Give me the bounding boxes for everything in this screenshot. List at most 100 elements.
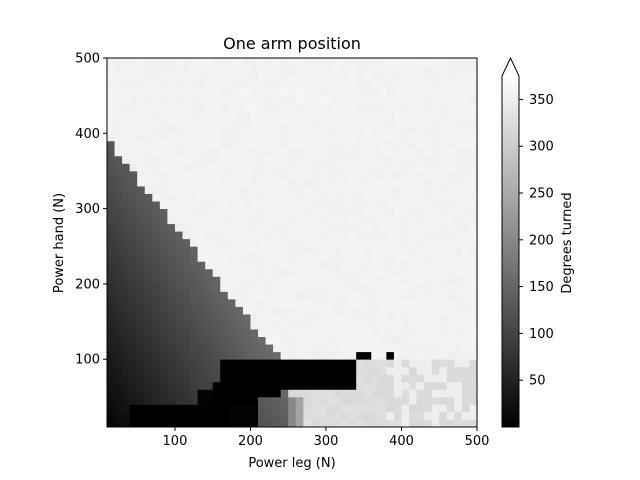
heatmap-cell: [409, 276, 417, 285]
heatmap-cell: [310, 298, 319, 307]
heatmap-cell: [227, 291, 236, 300]
heatmap-cell: [137, 95, 146, 104]
heatmap-cell: [174, 253, 183, 262]
heatmap-cell: [431, 238, 440, 247]
heatmap-cell: [122, 223, 131, 232]
heatmap-cell: [174, 336, 183, 345]
heatmap-cell: [174, 329, 183, 338]
heatmap-cell: [114, 103, 123, 112]
heatmap-cell: [333, 231, 342, 240]
heatmap-cell: [152, 351, 161, 360]
heatmap-cell: [310, 291, 319, 300]
heatmap-cell: [122, 336, 131, 345]
heatmap-cell: [446, 170, 455, 179]
heatmap-cell: [378, 58, 387, 66]
heatmap-cell: [190, 246, 199, 255]
heatmap-cell: [250, 110, 259, 119]
heatmap-cell: [212, 261, 221, 270]
heatmap-cell: [190, 306, 199, 315]
heatmap-cell: [439, 411, 448, 420]
heatmap-cell: [129, 374, 138, 383]
heatmap-cell: [114, 276, 123, 285]
heatmap-cell: [107, 291, 115, 300]
heatmap-cell: [182, 80, 191, 89]
heatmap-cell: [439, 261, 448, 270]
heatmap-cell: [242, 314, 251, 322]
heatmap-cell: [258, 65, 266, 74]
heatmap-cell: [318, 283, 327, 292]
heatmap-cell: [227, 193, 236, 202]
heatmap-cell: [212, 216, 221, 225]
heatmap-cell: [356, 389, 365, 398]
heatmap-cell: [212, 321, 221, 330]
heatmap-cell: [159, 216, 168, 225]
heatmap-cell: [454, 216, 463, 225]
heatmap-cell: [129, 65, 138, 74]
heatmap-cell: [461, 411, 470, 420]
heatmap-cell: [378, 201, 387, 210]
heatmap-cell: [197, 80, 206, 89]
heatmap-cell: [356, 381, 365, 390]
heatmap-cell: [439, 253, 448, 262]
heatmap-cell: [265, 329, 274, 338]
heatmap-cell: [280, 80, 289, 89]
heatmap-cell: [152, 283, 161, 292]
heatmap-cell: [371, 88, 380, 97]
heatmap-cell: [197, 329, 206, 338]
colorbar-tick-label: 350: [529, 93, 554, 108]
heatmap-cell: [197, 231, 206, 240]
heatmap-cell: [205, 148, 214, 157]
heatmap-cell: [386, 223, 395, 232]
heatmap-cell: [288, 351, 297, 360]
heatmap-cell: [258, 261, 266, 270]
heatmap-cell: [250, 223, 259, 232]
heatmap-cell: [273, 246, 282, 255]
heatmap-cell: [212, 163, 221, 172]
heatmap-cell: [371, 216, 380, 225]
heatmap-cell: [159, 351, 168, 360]
heatmap-cell: [190, 186, 199, 194]
heatmap-cell: [416, 306, 425, 315]
heatmap-cell: [258, 223, 266, 232]
heatmap-cell: [439, 314, 448, 322]
heatmap-cell: [356, 58, 365, 66]
heatmap-cell: [371, 186, 380, 194]
heatmap-cell: [454, 73, 463, 81]
heatmap-cell: [280, 298, 289, 307]
heatmap-cell: [242, 148, 251, 157]
heatmap-cell: [333, 283, 342, 292]
heatmap-cell: [122, 148, 131, 157]
heatmap-cell: [401, 298, 410, 307]
heatmap-cell: [303, 118, 312, 127]
heatmap-cell: [333, 306, 342, 315]
heatmap-cell: [424, 95, 433, 104]
heatmap-cell: [273, 359, 282, 368]
heatmap-cell: [174, 246, 183, 255]
heatmap-cell: [371, 110, 380, 119]
heatmap-cell: [265, 133, 274, 142]
heatmap-cell: [295, 193, 304, 202]
heatmap-cell: [439, 208, 448, 217]
heatmap-cell: [288, 374, 297, 383]
heatmap-cell: [386, 103, 395, 112]
heatmap-cell: [265, 155, 274, 164]
heatmap-cell: [303, 298, 312, 307]
heatmap-cell: [469, 336, 478, 345]
heatmap-cell: [378, 118, 387, 127]
heatmap-cell: [265, 118, 274, 127]
heatmap-cell: [295, 396, 304, 405]
heatmap-cell: [107, 253, 115, 262]
heatmap-cell: [137, 336, 146, 345]
heatmap-cell: [182, 381, 191, 390]
heatmap-cell: [378, 329, 387, 338]
heatmap-cell: [144, 208, 153, 217]
heatmap-cell: [212, 103, 221, 112]
heatmap-cell: [174, 163, 183, 172]
heatmap-cell: [295, 88, 304, 97]
heatmap-cell: [424, 118, 433, 127]
heatmap-cell: [174, 148, 183, 157]
heatmap-cell: [190, 193, 199, 202]
heatmap-cell: [122, 193, 131, 202]
heatmap-cell: [235, 148, 244, 157]
heatmap-cell: [144, 140, 153, 149]
